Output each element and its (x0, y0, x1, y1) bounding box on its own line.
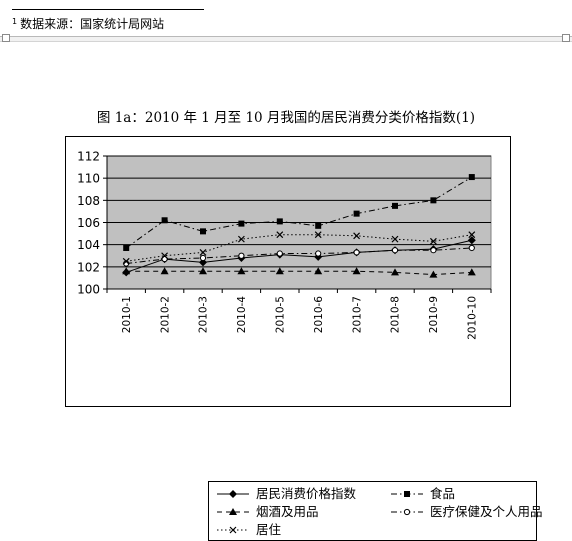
data-point-triangle (314, 267, 323, 275)
data-point-square (392, 202, 398, 209)
data-point-square (353, 210, 360, 217)
legend-label: 居民消费价格指数 (256, 486, 357, 501)
y-tick-label: 108 (77, 194, 100, 208)
x-tick-label: 2010-1 (121, 296, 133, 333)
data-point-square (238, 220, 245, 227)
legend-swatch-marker (404, 491, 410, 497)
footnote-rule (12, 9, 204, 10)
series-line (126, 270, 472, 276)
line-chart: 100 102 104 106 108 110 112 2010-1 2010-2 2010-3 2… (77, 150, 492, 340)
legend-swatch (217, 508, 249, 515)
x-tick-label: 2010-10 (466, 296, 478, 340)
legend-item: 食品 (390, 485, 455, 503)
legend-item: 烟酒及用品 (216, 503, 319, 521)
data-point-x (468, 231, 476, 239)
x-tick-label: 2010-6 (313, 296, 325, 334)
data-point-square (123, 244, 130, 251)
footnote-text: 数据来源：国家统计局网站 (20, 17, 165, 31)
y-tick-label: 104 (77, 238, 100, 252)
data-point-triangle (199, 267, 207, 275)
data-point-square (468, 174, 475, 181)
data-point-triangle (275, 267, 284, 275)
legend-label: 食品 (430, 486, 456, 501)
legend-item: 医疗保健及个人用品 (390, 503, 543, 521)
data-point-square (161, 217, 168, 224)
data-point-triangle (391, 268, 399, 276)
data-point-square (200, 228, 206, 235)
data-point-square (430, 197, 437, 204)
data-point-x (353, 232, 361, 240)
data-point-circle (276, 250, 283, 257)
data-point-triangle (352, 267, 361, 275)
data-point-circle (430, 247, 437, 254)
legend-swatch-marker (403, 508, 411, 516)
page-break (0, 34, 572, 42)
legend-swatch-marker (229, 490, 237, 498)
y-tick-label: 112 (77, 150, 100, 164)
data-point-circle (199, 254, 207, 262)
data-point-x (314, 231, 322, 239)
data-point-triangle (429, 270, 438, 278)
x-tick-label: 2010-5 (274, 296, 286, 333)
legend-swatch (391, 491, 423, 497)
y-tick-label: 106 (77, 216, 100, 230)
x-tick-label: 2010-8 (390, 296, 402, 333)
legend-item: 居民消费价格指数 (216, 485, 356, 503)
legend-swatch (217, 490, 249, 498)
x-tick-label: 2010-4 (236, 296, 248, 334)
y-tick-label: 110 (77, 172, 100, 186)
legend-label: 烟酒及用品 (256, 504, 319, 519)
data-point-x (391, 235, 399, 243)
x-tick-label: 2010-7 (351, 296, 363, 333)
data-point-x (122, 257, 130, 265)
legend-swatch (217, 526, 249, 534)
data-point-x (237, 235, 245, 243)
data-point-x (199, 249, 207, 256)
series-line (126, 247, 472, 265)
data-point-circle (391, 247, 399, 254)
y-tick-label: 100 (77, 283, 100, 297)
data-point-triangle (237, 267, 246, 275)
data-point-circle (315, 250, 322, 257)
legend-label: 居住 (256, 522, 282, 537)
footnote-marker: 1 (12, 17, 18, 26)
data-point-x (429, 237, 437, 245)
data-point-circle (238, 252, 245, 259)
legend-swatch-marker (229, 526, 237, 534)
series-line (126, 239, 472, 273)
data-point-square (276, 218, 283, 225)
legend-item: 居住 (216, 521, 281, 539)
data-point-circle (468, 244, 475, 252)
data-point-diamond (467, 236, 476, 245)
chart-frame: 100 102 104 106 108 110 112 2010-1 2010-2 2010-3 2… (65, 136, 543, 541)
chart-title: 图 1a：2010 年 1 月至 10 月我国的居民消费分类价格指数(1) (96, 110, 476, 126)
data-point-diamond (199, 258, 207, 267)
y-tick-label: 102 (77, 260, 100, 274)
legend-label: 医疗保健及个人用品 (430, 504, 543, 519)
x-tick-label: 2010-2 (159, 296, 171, 333)
data-point-circle (353, 249, 360, 256)
data-point-x (276, 231, 284, 239)
data-point-triangle (160, 267, 169, 275)
series-line (125, 176, 473, 249)
legend-swatch (391, 508, 423, 516)
data-point-square (315, 222, 322, 229)
page-corner-mark-left (2, 34, 10, 42)
chart-legend: 居民消费价格指数 食品烟酒及用品 医疗保健及个人用品居住 (208, 481, 543, 541)
data-point-triangle (122, 267, 131, 275)
page-corner-mark-right (562, 34, 570, 42)
footnote: 1 数据来源：国家统计局网站 (12, 14, 164, 32)
data-point-triangle (467, 268, 476, 276)
x-tick-label: 2010-9 (428, 296, 440, 333)
x-tick-label: 2010-3 (198, 296, 210, 333)
data-point-x (161, 252, 169, 260)
